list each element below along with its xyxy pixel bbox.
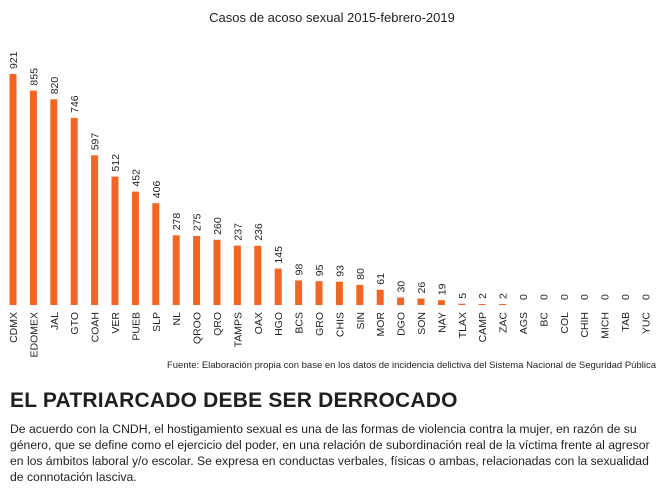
bar-tlax — [458, 303, 466, 305]
value-label-oax: 236 — [253, 223, 265, 241]
bar-edomex — [29, 90, 37, 305]
value-label-coah: 597 — [90, 133, 102, 151]
value-label-sin: 80 — [355, 268, 367, 280]
category-label-jal: JAL — [49, 312, 61, 330]
value-label-gto: 746 — [69, 95, 81, 113]
category-label-pueb: PUEB — [130, 312, 142, 341]
category-label-coah: COAH — [90, 312, 102, 342]
value-label-edomex: 855 — [28, 68, 40, 86]
value-label-zac: 2 — [498, 293, 510, 299]
category-label-bcs: BCS — [294, 312, 306, 334]
category-label-chih: CHIH — [579, 312, 591, 338]
category-label-nay: NAY — [436, 312, 448, 333]
bar-pueb — [131, 191, 139, 305]
category-label-nl: NL — [171, 312, 183, 326]
bar-dgo — [397, 297, 405, 305]
value-label-bcs: 98 — [294, 264, 306, 276]
value-label-camp: 2 — [477, 293, 489, 299]
bar-oax — [254, 245, 262, 305]
category-label-oax: OAX — [253, 312, 265, 334]
value-label-chis: 93 — [334, 265, 346, 277]
bar-qro — [213, 239, 221, 305]
source-note: Fuente: Elaboración propia con base en l… — [166, 360, 656, 371]
value-label-col: 0 — [559, 294, 571, 300]
value-label-hgo: 145 — [273, 246, 285, 264]
value-label-tamps: 237 — [232, 223, 244, 241]
bar-mor — [376, 289, 384, 305]
category-label-mor: MOR — [375, 312, 387, 337]
category-label-ags: AGS — [518, 312, 530, 334]
value-label-bc: 0 — [538, 294, 550, 300]
bar-jal — [50, 99, 58, 305]
category-label-tab: TAB — [620, 312, 632, 332]
value-label-chih: 0 — [579, 294, 591, 300]
category-label-son: SON — [416, 312, 428, 335]
bar-qroo — [193, 236, 201, 305]
value-label-ver: 512 — [110, 154, 122, 172]
value-label-ags: 0 — [518, 294, 530, 300]
value-label-qro: 260 — [212, 217, 224, 235]
category-label-tamps: TAMPS — [232, 312, 244, 347]
category-label-sin: SIN — [355, 312, 367, 330]
bar-cdmx — [9, 74, 17, 305]
value-label-dgo: 30 — [396, 281, 408, 293]
value-label-gro: 95 — [314, 264, 326, 276]
category-label-camp: CAMP — [477, 312, 489, 342]
category-label-dgo: DGO — [396, 312, 408, 336]
bar-chis — [335, 281, 343, 305]
value-label-mor: 61 — [375, 273, 387, 285]
value-label-nay: 19 — [436, 283, 448, 295]
value-label-cdmx: 921 — [8, 51, 20, 69]
bar-tamps — [233, 245, 241, 305]
bar-ver — [111, 176, 119, 305]
category-label-ver: VER — [110, 312, 122, 334]
category-label-mich: MICH — [600, 312, 612, 339]
category-label-qro: QRO — [212, 312, 224, 336]
value-label-nl: 278 — [171, 213, 183, 231]
category-label-col: COL — [559, 312, 571, 334]
bar-hgo — [274, 268, 282, 305]
bar-gto — [70, 117, 78, 306]
value-label-slp: 406 — [151, 181, 163, 199]
category-label-gro: GRO — [314, 312, 326, 336]
value-label-pueb: 452 — [130, 169, 142, 187]
value-label-tlax: 5 — [457, 293, 469, 299]
bar-nl — [172, 235, 180, 305]
category-label-qroo: QROO — [192, 312, 204, 344]
category-label-zac: ZAC — [498, 312, 510, 333]
chart-title: Casos de acoso sexual 2015-febrero-2019 — [209, 10, 455, 25]
body-paragraph: De acuerdo con la CNDH, el hostigamiento… — [10, 422, 650, 484]
bar-zac — [499, 304, 507, 305]
value-label-jal: 820 — [49, 77, 61, 95]
bar-slp — [152, 203, 160, 305]
bar-son — [417, 298, 425, 305]
bar-coah — [91, 155, 99, 305]
category-label-bc: BC — [538, 312, 550, 327]
category-label-chis: CHIS — [334, 312, 346, 337]
category-label-cdmx: CDMX — [8, 312, 20, 343]
bar-sin — [356, 284, 364, 305]
value-label-yuc: 0 — [640, 294, 652, 300]
bar-bcs — [295, 280, 303, 305]
bar-gro — [315, 281, 323, 305]
category-label-hgo: HGO — [273, 312, 285, 336]
headline: EL PATRIARCADO DEBE SER DERROCADO — [10, 389, 458, 412]
category-label-edomex: EDOMEX — [28, 312, 40, 358]
bar-camp — [478, 304, 486, 305]
category-label-tlax: TLAX — [457, 312, 469, 338]
value-label-qroo: 275 — [192, 213, 204, 231]
category-label-gto: GTO — [69, 312, 81, 335]
value-label-tab: 0 — [620, 294, 632, 300]
category-label-slp: SLP — [151, 312, 163, 332]
bar-nay — [437, 300, 445, 305]
category-label-yuc: YUC — [640, 312, 652, 335]
value-label-mich: 0 — [600, 294, 612, 300]
value-label-son: 26 — [416, 282, 428, 294]
